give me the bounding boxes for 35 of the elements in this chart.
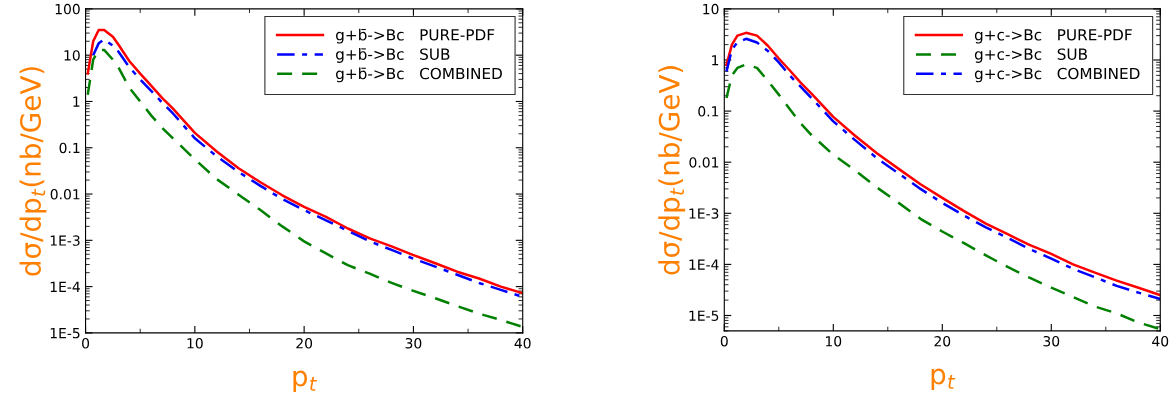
legend-label: g+c->Bc COMBINED — [974, 67, 1140, 83]
y-tick-label: 100 — [55, 3, 80, 15]
x-tick-label: 0 — [82, 338, 90, 349]
x-tick-label: 40 — [514, 338, 531, 349]
y-axis-title: dσ/dp$_{t}$(nb/GeV) — [658, 66, 686, 275]
legend-label: g+c->Bc PURE-PDF — [974, 29, 1132, 44]
y-tick-label: 1E-4 — [50, 281, 80, 292]
x-tick-label: 20 — [296, 338, 313, 349]
x-tick-label: 30 — [405, 338, 422, 349]
y-tick-label: 1 — [712, 55, 719, 66]
y-axis-title: dσ/dp$_{t}$(nb/GeV) — [19, 67, 47, 276]
x-tick-label: 20 — [934, 335, 951, 347]
y-tick-label: 0.01 — [50, 189, 80, 200]
y-tick-label: 0.01 — [689, 157, 719, 168]
y-tick-label: 10 — [64, 50, 80, 61]
x-axis-title: p$_{t}$ — [931, 368, 956, 390]
y-tick-label: 0.1 — [59, 142, 80, 154]
x-tick-label: 30 — [1043, 335, 1060, 347]
legend-label: g+b̄->Bc SUB — [336, 48, 450, 63]
x-tick-label: 10 — [187, 338, 203, 349]
y-tick-label: 1E-3 — [50, 235, 80, 246]
legend-label: g+c->Bc SUB — [974, 48, 1087, 63]
x-tick-label: 40 — [1152, 335, 1169, 347]
x-axis-title: p$_{t}$ — [293, 370, 318, 392]
y-tick-label: 1 — [73, 96, 80, 107]
y-tick-label: 1E-3 — [689, 208, 719, 219]
y-tick-label: 1E-5 — [50, 328, 80, 339]
legend-label: g+b̄->Bc COMBINED — [336, 67, 502, 83]
y-tick-label: 10 — [703, 3, 719, 15]
y-tick-label: 1E-4 — [689, 259, 719, 270]
x-tick-label: 10 — [825, 335, 842, 347]
legend-label: g+b̄->Bc PURE-PDF — [336, 28, 495, 44]
y-tick-label: 0.1 — [698, 106, 719, 117]
x-tick-label: 0 — [720, 335, 728, 347]
y-tick-label: 1E-5 — [689, 310, 719, 321]
